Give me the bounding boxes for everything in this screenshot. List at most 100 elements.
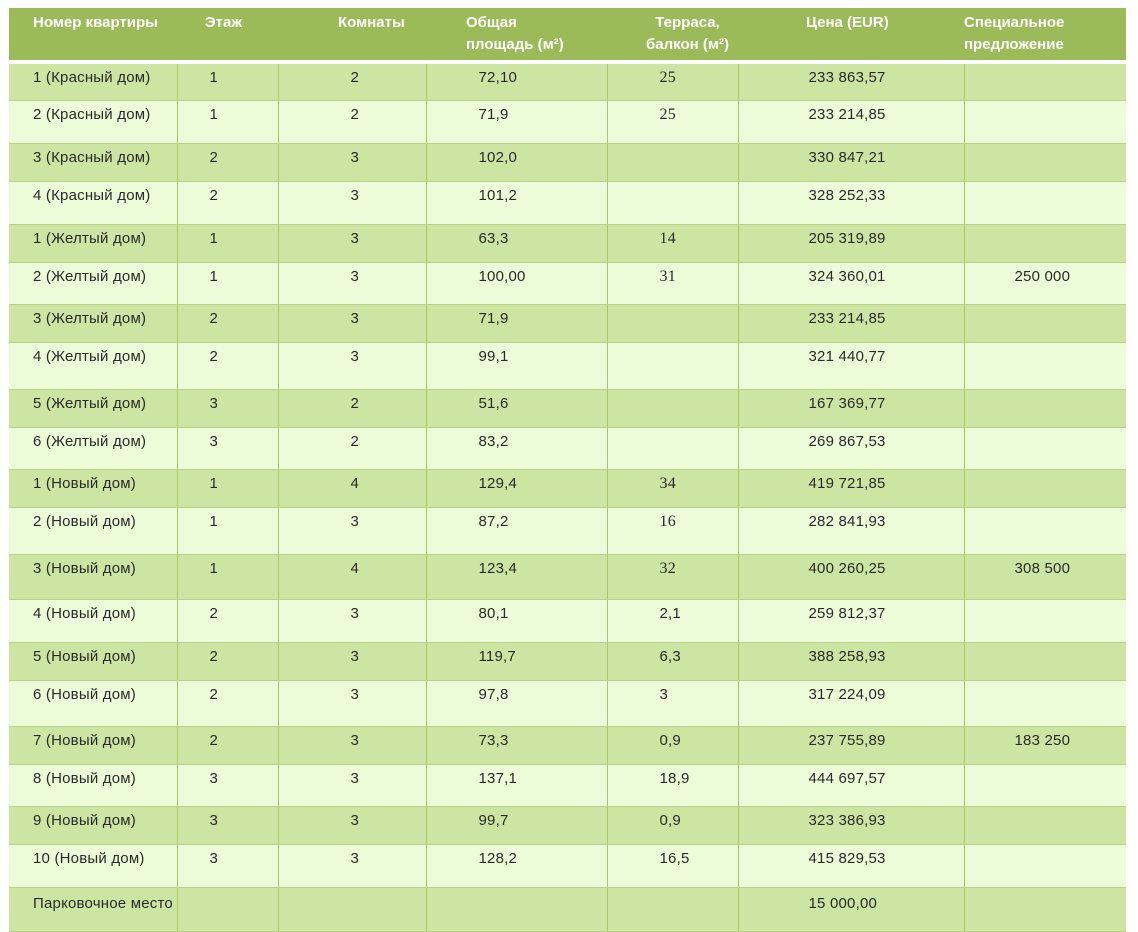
floor-cell: 2: [176, 342, 279, 390]
table-row: 3 (Новый дом) 1 4 123,4 32 400 260,25 308 500: [9, 554, 1126, 600]
apartment-cell: 3 (Новый дом): [9, 554, 178, 600]
apartment-cell: 10 (Новый дом): [9, 844, 178, 888]
price-cell: 15 000,00: [737, 887, 965, 932]
table-row: 8 (Новый дом) 3 3 137,1 18,9 444 697,57: [9, 764, 1126, 807]
special-offer-cell: 250 000: [963, 262, 1126, 305]
area-cell: 63,3: [425, 224, 608, 263]
price-cell: 205 319,89: [737, 224, 965, 263]
special-offer-cell: [963, 680, 1126, 727]
area-cell: 123,4: [425, 554, 608, 600]
terrace-cell: [606, 143, 739, 182]
header-terrace: Терраса, балкон (м²): [646, 14, 729, 53]
terrace-cell: 18,9: [606, 764, 739, 807]
header-row: Номер квартиры Этаж Комнаты Общая площад…: [9, 8, 1126, 62]
floor-cell: 2: [176, 680, 279, 727]
apartment-cell: 8 (Новый дом): [9, 764, 178, 807]
apartment-cell: 4 (Новый дом): [9, 599, 178, 643]
special-offer-cell: [963, 389, 1126, 428]
area-cell: 128,2: [425, 844, 608, 888]
apartments-table: Номер квартиры Этаж Комнаты Общая площад…: [9, 8, 1126, 932]
rooms-cell: 4: [277, 469, 427, 508]
floor-cell: 2: [176, 642, 279, 681]
area-cell: 73,3: [425, 726, 608, 765]
special-offer-cell: [963, 304, 1126, 343]
apartment-cell: 6 (Новый дом): [9, 680, 178, 727]
table-row: 2 (Новый дом) 1 3 87,2 16 282 841,93: [9, 507, 1126, 555]
price-cell: 328 252,33: [737, 181, 965, 225]
floor-cell: [176, 887, 279, 932]
floor-cell: 1: [176, 554, 279, 600]
rooms-cell: 3: [277, 304, 427, 343]
rooms-cell: 3: [277, 342, 427, 390]
special-offer-cell: [963, 469, 1126, 508]
special-offer-cell: [963, 642, 1126, 681]
apartment-cell: 3 (Красный дом): [9, 143, 178, 182]
apartment-cell: 3 (Желтый дом): [9, 304, 178, 343]
table-row: 1 (Новый дом) 1 4 129,4 34 419 721,85: [9, 469, 1126, 508]
apartment-cell: 9 (Новый дом): [9, 806, 178, 845]
terrace-cell: [606, 427, 739, 470]
table-row: 6 (Новый дом) 2 3 97,8 3 317 224,09: [9, 680, 1126, 727]
apartment-cell: 2 (Желтый дом): [9, 262, 178, 305]
floor-cell: 1: [176, 262, 279, 305]
apartment-cell: 1 (Новый дом): [9, 469, 178, 508]
terrace-cell: [606, 389, 739, 428]
terrace-cell: 16: [606, 507, 739, 555]
terrace-cell: 32: [606, 554, 739, 600]
terrace-cell: 16,5: [606, 844, 739, 888]
special-offer-cell: [963, 764, 1126, 807]
special-offer-cell: [963, 806, 1126, 845]
rooms-cell: [277, 887, 427, 932]
price-cell: 237 755,89: [737, 726, 965, 765]
rooms-cell: 3: [277, 680, 427, 727]
special-offer-cell: [963, 342, 1126, 390]
price-cell: 324 360,01: [737, 262, 965, 305]
price-cell: 259 812,37: [737, 599, 965, 643]
area-cell: 71,9: [425, 304, 608, 343]
floor-cell: 3: [176, 844, 279, 888]
header-apartment-number: Номер квартиры: [33, 14, 158, 31]
table-row: 2 (Красный дом) 1 2 71,9 25 233 214,85: [9, 100, 1126, 144]
special-offer-cell: [963, 427, 1126, 470]
price-cell: 323 386,93: [737, 806, 965, 845]
area-cell: 119,7: [425, 642, 608, 681]
area-cell: 137,1: [425, 764, 608, 807]
price-cell: 419 721,85: [737, 469, 965, 508]
table-row: 10 (Новый дом) 3 3 128,2 16,5 415 829,53: [9, 844, 1126, 888]
table-row: 4 (Новый дом) 2 3 80,1 2,1 259 812,37: [9, 599, 1126, 643]
area-cell: 72,10: [425, 62, 608, 101]
price-cell: 269 867,53: [737, 427, 965, 470]
price-cell: 321 440,77: [737, 342, 965, 390]
floor-cell: 2: [176, 599, 279, 643]
terrace-cell: 0,9: [606, 806, 739, 845]
special-offer-cell: 308 500: [963, 554, 1126, 600]
special-offer-cell: [963, 507, 1126, 555]
rooms-cell: 3: [277, 642, 427, 681]
rooms-cell: 2: [277, 62, 427, 101]
terrace-cell: 25: [606, 100, 739, 144]
floor-cell: 3: [176, 764, 279, 807]
apartment-cell: Парковочное место: [9, 887, 178, 932]
area-cell: [425, 887, 608, 932]
floor-cell: 3: [176, 389, 279, 428]
area-cell: 101,2: [425, 181, 608, 225]
header-special-offer: Специальное предложение: [964, 14, 1065, 53]
table-row: 3 (Красный дом) 2 3 102,0 330 847,21: [9, 143, 1126, 182]
table-row: 5 (Желтый дом) 3 2 51,6 167 369,77: [9, 389, 1126, 428]
apartment-cell: 2 (Красный дом): [9, 100, 178, 144]
special-offer-cell: [963, 599, 1126, 643]
table-row: 4 (Красный дом) 2 3 101,2 328 252,33: [9, 181, 1126, 225]
apartment-cell: 2 (Новый дом): [9, 507, 178, 555]
rooms-cell: 2: [277, 100, 427, 144]
area-cell: 71,9: [425, 100, 608, 144]
special-offer-cell: [963, 844, 1126, 888]
apartment-cell: 5 (Новый дом): [9, 642, 178, 681]
rooms-cell: 3: [277, 844, 427, 888]
floor-cell: 2: [176, 304, 279, 343]
special-offer-cell: [963, 100, 1126, 144]
area-cell: 83,2: [425, 427, 608, 470]
special-offer-cell: [963, 62, 1126, 101]
area-cell: 99,1: [425, 342, 608, 390]
terrace-cell: 3: [606, 680, 739, 727]
special-offer-cell: [963, 143, 1126, 182]
